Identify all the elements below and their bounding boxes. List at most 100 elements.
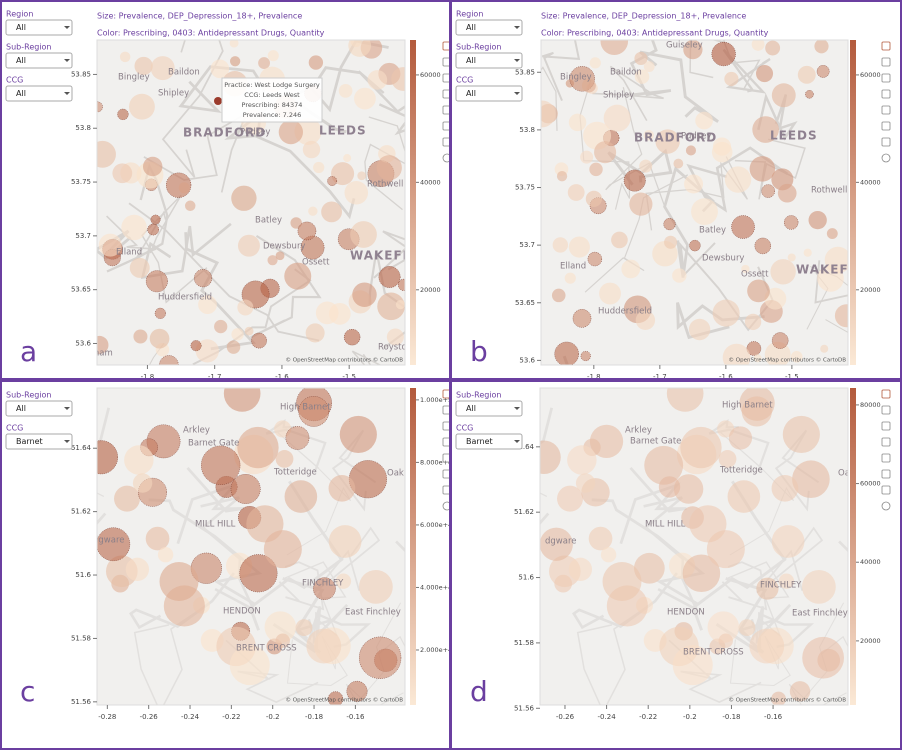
bubble[interactable] [602,562,642,602]
bubble[interactable] [251,332,267,349]
tool-icon[interactable] [442,453,449,463]
bubble[interactable] [789,681,811,702]
bubble[interactable] [722,343,751,372]
bubble[interactable] [797,65,816,84]
bubble[interactable] [150,56,175,81]
bubble[interactable] [575,473,596,493]
bubble[interactable] [771,474,799,502]
bubble[interactable] [580,350,591,362]
bubble[interactable] [275,633,290,648]
bubble[interactable] [816,65,830,78]
bubble[interactable] [344,180,369,205]
bubble[interactable] [124,445,154,475]
bubble[interactable] [707,611,740,643]
bubble[interactable] [529,100,556,128]
bubble[interactable] [84,440,118,475]
bubble[interactable] [154,307,166,319]
dropdown-box[interactable] [5,19,73,36]
bubble[interactable] [731,215,755,239]
bubble[interactable] [348,34,372,57]
bubble[interactable] [594,141,617,164]
dropdown[interactable]: All [455,400,523,417]
bubble[interactable] [386,328,404,346]
bubble[interactable] [343,328,361,346]
bubble[interactable] [142,156,163,177]
tool-icon[interactable] [881,485,891,495]
tool-icon[interactable] [442,469,449,479]
tool-icon[interactable] [442,389,449,399]
tool-icon[interactable] [881,453,891,463]
bubble[interactable] [764,287,787,310]
dropdown-value[interactable]: All [16,56,26,65]
bubble[interactable] [278,119,303,145]
bubble[interactable] [603,104,631,132]
bubble[interactable] [166,172,192,198]
tool-icon[interactable] [881,89,891,99]
tool-icon[interactable] [442,41,449,51]
bubble[interactable] [557,485,583,512]
tool-icon[interactable] [881,137,891,147]
bubble[interactable] [588,526,613,551]
bubble[interactable] [552,237,569,253]
bubble[interactable] [755,65,774,83]
bubble[interactable] [771,83,796,108]
tool-icon[interactable] [442,73,449,83]
bubble[interactable] [554,341,579,366]
bubble[interactable] [556,171,568,182]
bubble[interactable] [747,279,770,303]
bubble[interactable] [339,415,377,454]
bubble[interactable] [112,163,133,184]
bubble[interactable] [377,292,405,321]
bubble[interactable] [275,251,285,261]
dropdown-box[interactable] [5,433,73,450]
dropdown-arrow[interactable] [64,59,70,62]
bubble[interactable] [567,184,585,201]
dropdown[interactable]: All [455,19,523,36]
bubble[interactable] [820,344,829,353]
tool-icon[interactable] [881,421,891,431]
tool-icon[interactable] [442,437,449,447]
bubble[interactable] [229,39,239,48]
dropdown-value[interactable]: All [466,89,476,98]
bubble[interactable] [328,525,362,558]
bubble[interactable] [133,329,148,344]
bubble[interactable] [808,210,827,230]
bubble[interactable] [600,546,617,563]
bubble[interactable] [634,69,650,84]
tool-icon[interactable] [881,501,891,511]
bubble[interactable] [285,426,310,450]
bubble[interactable] [149,328,170,349]
bubble[interactable] [718,450,737,468]
bubble[interactable] [749,628,785,664]
bubble[interactable] [230,474,261,504]
bubble[interactable] [145,270,168,293]
tool-icon[interactable] [881,41,891,51]
bubble[interactable] [567,445,597,475]
bubble[interactable] [655,129,680,154]
bubble[interactable] [751,38,765,51]
tool-icon[interactable] [881,121,891,131]
bubble[interactable] [629,192,653,216]
bubble[interactable] [691,198,718,226]
dropdown-box[interactable] [5,400,73,417]
bubble[interactable] [771,332,789,349]
bubble[interactable] [348,460,387,499]
bubble[interactable] [90,335,109,355]
bubble[interactable] [229,645,270,686]
bubble[interactable] [328,474,356,502]
bubble[interactable] [121,214,147,241]
dropdown-value[interactable]: All [16,23,26,32]
bubble[interactable] [689,239,701,252]
bubble[interactable] [328,302,351,325]
tool-icon[interactable] [442,89,449,99]
tool-icon[interactable] [442,121,449,131]
bubble[interactable] [267,50,279,62]
tool-icon[interactable] [442,105,449,115]
bubble[interactable] [672,268,687,283]
bubble[interactable] [712,137,732,156]
dropdown-value[interactable]: Barnet [16,437,43,446]
dropdown-value[interactable]: All [466,56,476,65]
bubble[interactable] [352,282,377,307]
bubble[interactable] [771,691,786,707]
bubble[interactable] [777,183,797,203]
